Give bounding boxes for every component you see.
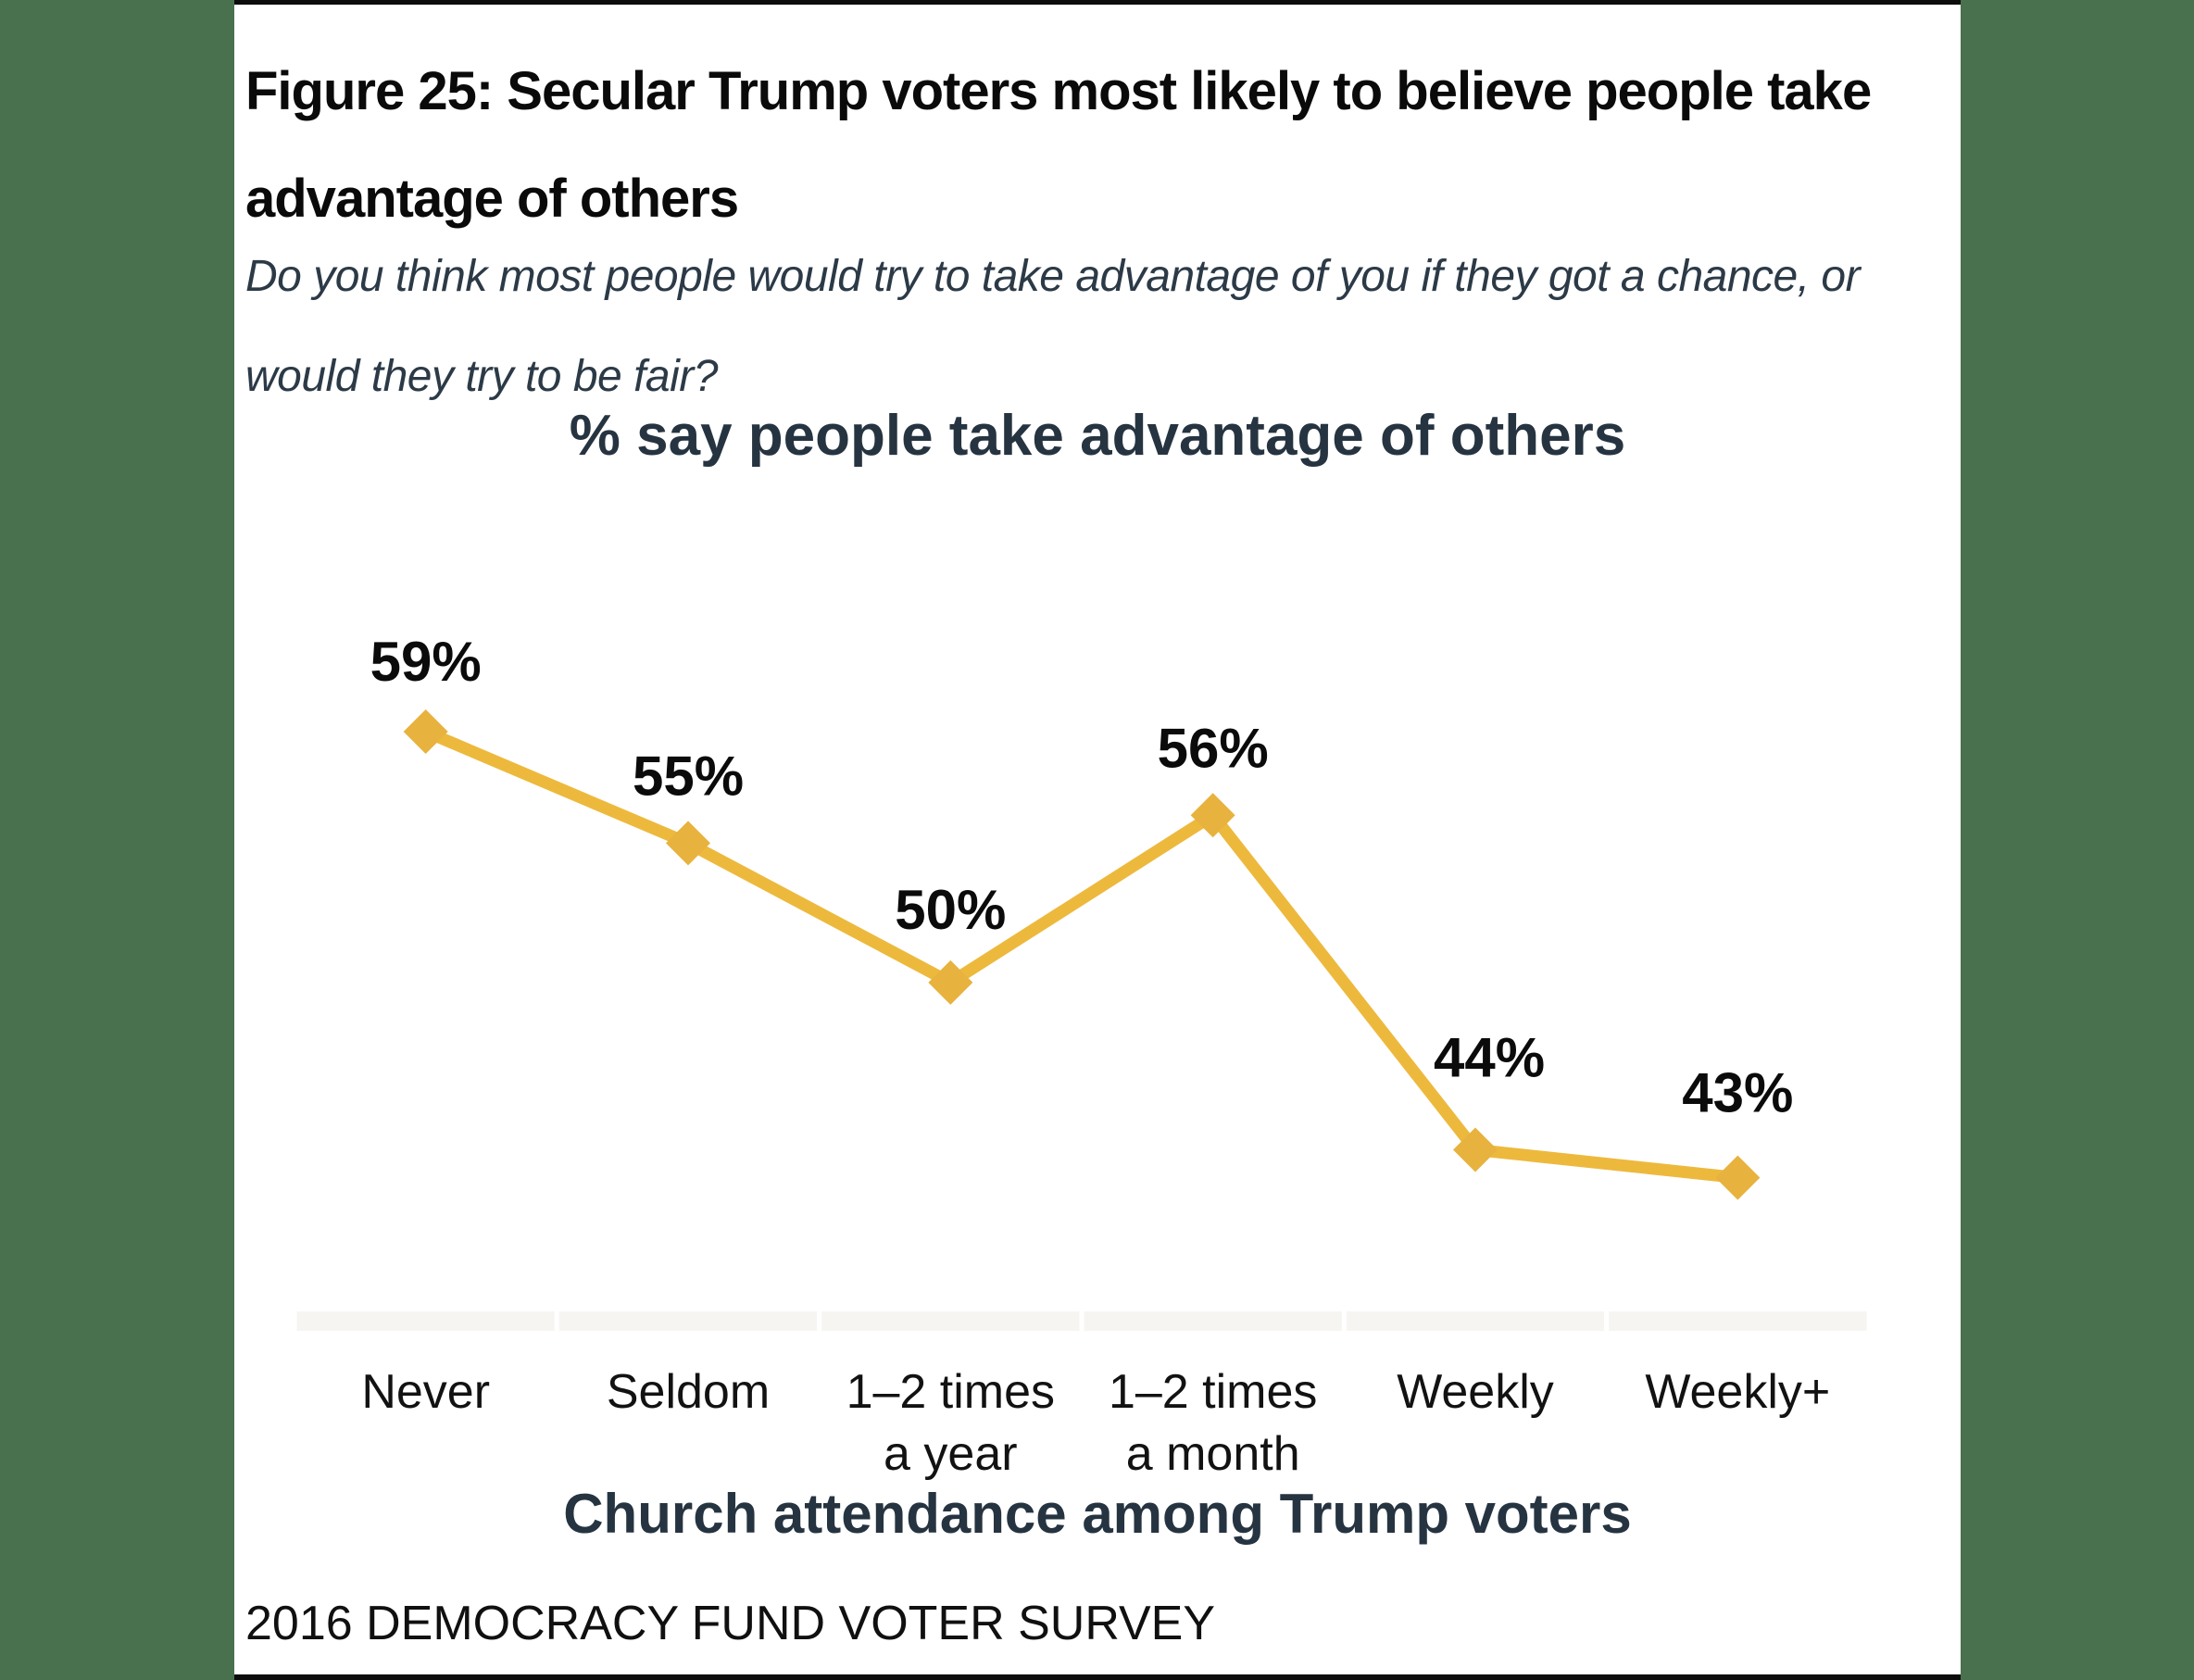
axis-band-cell bbox=[558, 1311, 818, 1331]
data-point-label: 55% bbox=[633, 745, 744, 807]
data-point-label: 50% bbox=[895, 879, 1006, 941]
x-tick-label: 1–2 times a year bbox=[846, 1365, 1055, 1481]
axis-band-cell bbox=[821, 1311, 1080, 1331]
data-line bbox=[420, 725, 1744, 1185]
data-point-label: 43% bbox=[1682, 1062, 1793, 1124]
axis-band-cell bbox=[1609, 1311, 1867, 1331]
x-tick-label: Weekly bbox=[1397, 1365, 1554, 1419]
axis-band-cell bbox=[296, 1311, 555, 1331]
x-tick-label: 1–2 times a month bbox=[1109, 1365, 1317, 1481]
x-tick-label: Seldom bbox=[607, 1365, 770, 1419]
data-point-marker bbox=[1715, 1155, 1761, 1200]
data-point-marker bbox=[928, 959, 973, 1005]
x-axis-title: Church attendance among Trump voters bbox=[563, 1483, 1632, 1545]
data-point-label: 44% bbox=[1434, 1027, 1545, 1089]
chart-title: % say people take advantage of others bbox=[569, 404, 1626, 468]
data-point-marker bbox=[1190, 793, 1235, 838]
x-tick-label: Never bbox=[361, 1365, 490, 1419]
data-point-marker bbox=[403, 709, 448, 754]
data-point-marker bbox=[666, 821, 710, 866]
figure-title: Figure 25: Secular Trump voters most lik… bbox=[245, 61, 1872, 229]
data-point-marker bbox=[1453, 1127, 1498, 1172]
source-note: 2016 DEMOCRACY FUND VOTER SURVEY bbox=[245, 1597, 1216, 1650]
axis-band-cell bbox=[1346, 1311, 1605, 1331]
data-point-label: 56% bbox=[1158, 717, 1269, 779]
x-tick-label: Weekly+ bbox=[1645, 1365, 1830, 1419]
survey-question: Do you think most people would try to ta… bbox=[245, 252, 1861, 401]
data-point-label: 59% bbox=[370, 631, 482, 693]
axis-band-cell bbox=[1084, 1311, 1342, 1331]
figure-card: Figure 25: Secular Trump voters most lik… bbox=[234, 0, 1961, 1680]
